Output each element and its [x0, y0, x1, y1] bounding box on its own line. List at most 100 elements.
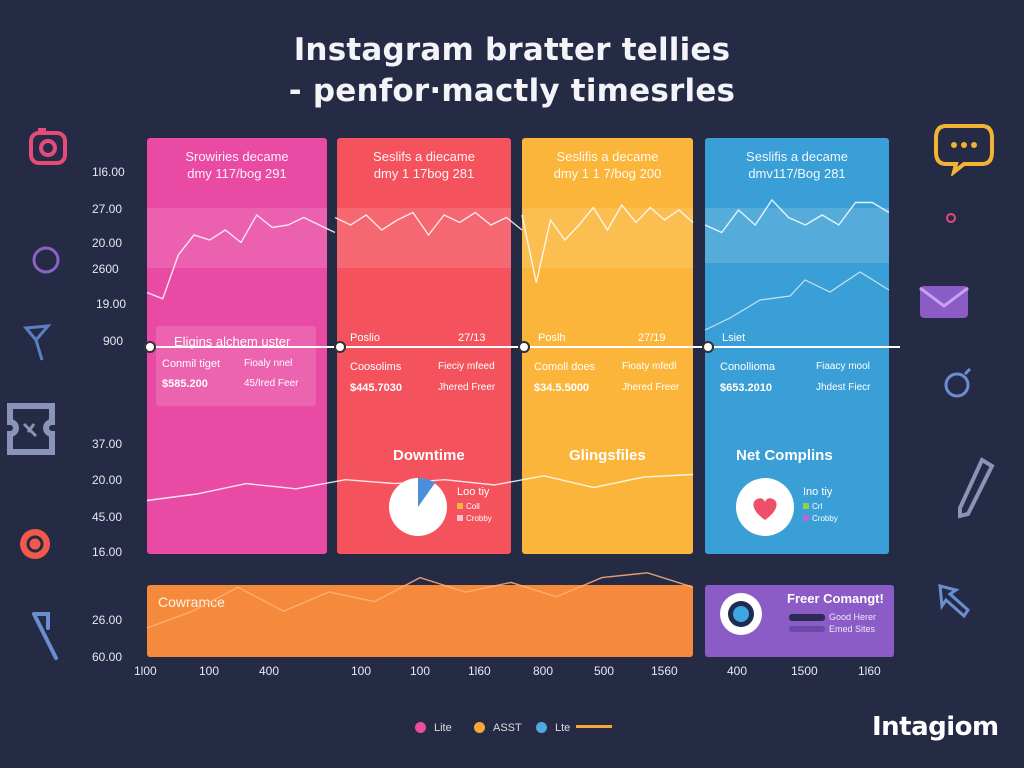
panel-1-header: Srowiries decame dmy 117/bog 291 — [147, 148, 327, 182]
info-box-2: Poslio 27/13 Coosolims Fieciy mfeed $445… — [344, 328, 504, 402]
x-tick-label: 100 — [351, 664, 372, 678]
x-tick-label: 1500 — [791, 664, 818, 678]
x-tick-label: 400 — [727, 664, 748, 678]
net-complins-title: Net Complins — [736, 447, 833, 464]
info-box-1-col2: Fioaly nnel — [244, 358, 293, 369]
feature-card-line1: Good Herer — [829, 612, 877, 622]
legend-item: Lite — [415, 722, 452, 734]
x-tick-label: 400 — [259, 664, 280, 678]
ticket-icon — [7, 403, 55, 455]
mail-icon — [919, 286, 969, 318]
circle-icon — [32, 246, 60, 274]
timeline-marker — [702, 341, 714, 353]
panel-3-header-line2: dmy 1 1 7/bog 200 — [553, 166, 662, 181]
info-box-3-col2: Fioaty mfedl — [622, 361, 677, 372]
info-box-2-col2: Fieciy mfeed — [438, 361, 495, 372]
legend-line — [576, 725, 613, 728]
info-box-3: Poslh 27/19 Comoll does Fioaty mfedl $34… — [530, 328, 690, 402]
info-box-1-col1: Conmil tiget — [162, 358, 221, 370]
pin-icon — [23, 324, 52, 361]
chart-title-line1: Instagram bratter tellies — [293, 32, 731, 68]
net-legend-item: Crobby — [803, 514, 838, 523]
info-box-4: Lsiet Conollioma Fiaacy mool $653.2010 J… — [714, 328, 886, 402]
timeline-marker — [144, 341, 156, 353]
y-tick-label: 16.00 — [92, 545, 123, 559]
info-box-4-col2: Fiaacy mool — [816, 361, 870, 372]
info-box-3-val1: $34.5.5000 — [534, 382, 590, 394]
x-tick-label: 1l60 — [468, 664, 491, 678]
info-box-1: Eligins alchem uster Conmil tiget Fioaly… — [156, 326, 316, 406]
panel-3-header-line1: Seslifis a decame — [556, 149, 659, 164]
y-tick-label: 45.00 — [92, 510, 123, 524]
legend-label: Lte — [555, 722, 571, 734]
y-tick-label: 37.00 — [92, 437, 123, 451]
legend-item: Lte — [536, 722, 613, 734]
legend-swatch — [536, 722, 547, 733]
legend-swatch — [415, 722, 426, 733]
ring-icon — [944, 367, 972, 398]
small-dot-icon — [946, 213, 956, 223]
heart-icon — [753, 498, 777, 520]
downtime-legend-item: Coll — [457, 502, 480, 511]
panel-4-header-line2: dmv117/Bog 281 — [748, 166, 846, 181]
panel-3-header: Seslifis a decame dmy 1 1 7/bog 200 — [522, 148, 693, 182]
info-box-2-val2: Jhered Freer — [438, 382, 496, 393]
x-tick-label: 1560 — [651, 664, 678, 678]
info-box-4-val1: $653.2010 — [720, 382, 772, 394]
brand-logo: Intagiom — [872, 712, 999, 742]
x-tick-label: 1l00 — [134, 664, 157, 678]
cursor-arrow-icon — [938, 584, 970, 619]
x-tick-label: 1l60 — [858, 664, 881, 678]
net-legend-item-label: Crobby — [812, 514, 838, 523]
panel-2-header-line1: Seslifs a diecame — [373, 149, 475, 164]
downtime-pie — [389, 478, 447, 536]
gingsfiles-title: Glingsfiles — [569, 447, 646, 464]
downtime-legend-item: Crobby — [457, 514, 492, 523]
y-tick-label: 900 — [103, 334, 124, 348]
info-box-1-title: Eligins alchem uster — [174, 334, 291, 349]
y-tick-label: 20.00 — [92, 473, 123, 487]
camera-icon — [29, 128, 67, 165]
y-tick-label: 60.00 — [92, 650, 123, 664]
panel-2-header: Seslifs a diecame dmy 1 17bog 281 — [337, 148, 511, 182]
downtime-legend-title: Loo tiy — [457, 486, 490, 498]
info-box-2-title: Poslio — [350, 332, 380, 344]
info-box-4-val2: Jhdest Fiecr — [816, 382, 871, 393]
x-tick-label: 500 — [594, 664, 615, 678]
info-box-3-num: 27/19 — [638, 332, 666, 344]
x-tick-label: 100 — [199, 664, 220, 678]
info-box-2-num: 27/13 — [458, 332, 486, 344]
y-tick-label: 1l6.00 — [92, 165, 125, 179]
downtime-legend-item-label: Coll — [466, 502, 480, 511]
x-tick-label: 100 — [410, 664, 431, 678]
timeline-marker — [334, 341, 346, 353]
info-box-2-col1: Coosolims — [350, 361, 402, 373]
panel-2-header-line2: dmy 1 17bog 281 — [373, 166, 475, 181]
downtime-title: Downtime — [393, 447, 465, 464]
feature-card-line2: Emed Sites — [829, 624, 876, 634]
net-legend-item: Crl — [803, 502, 822, 511]
info-box-3-col1: Comoll does — [534, 361, 596, 373]
heart-badge — [736, 478, 794, 536]
coverage-label: Cowramce — [158, 594, 225, 610]
info-box-1-val2: 45/Ired Feer — [244, 378, 299, 389]
coverage-panel — [147, 585, 693, 657]
info-box-4-col1: Conollioma — [720, 361, 776, 373]
y-tick-label: 20.00 — [92, 236, 123, 250]
camera-lens-icon — [720, 593, 762, 635]
arrow-up-icon — [32, 612, 58, 660]
net-legend-item-label: Crl — [812, 502, 823, 511]
info-box-1-val1: $585.200 — [162, 378, 208, 390]
x-tick-label: 800 — [533, 664, 554, 678]
record-icon — [20, 529, 50, 559]
panel-4-header: Seslifis a decame dmv117/Bog 281 — [705, 148, 889, 182]
y-tick-label: 19.00 — [96, 297, 127, 311]
info-box-2-val1: $445.7030 — [350, 382, 402, 394]
chat-bubble-icon — [934, 124, 994, 176]
panel-1-header-line2: dmy 117/bog 291 — [187, 166, 287, 181]
feature-card: Freer Comangt! Good Herer Emed Sites — [705, 585, 894, 657]
legend-swatch — [474, 722, 485, 733]
legend-label: ASST — [493, 722, 522, 734]
net-legend-title: Ino tiy — [803, 486, 833, 498]
info-box-3-val2: Jhered Freer — [622, 382, 680, 393]
